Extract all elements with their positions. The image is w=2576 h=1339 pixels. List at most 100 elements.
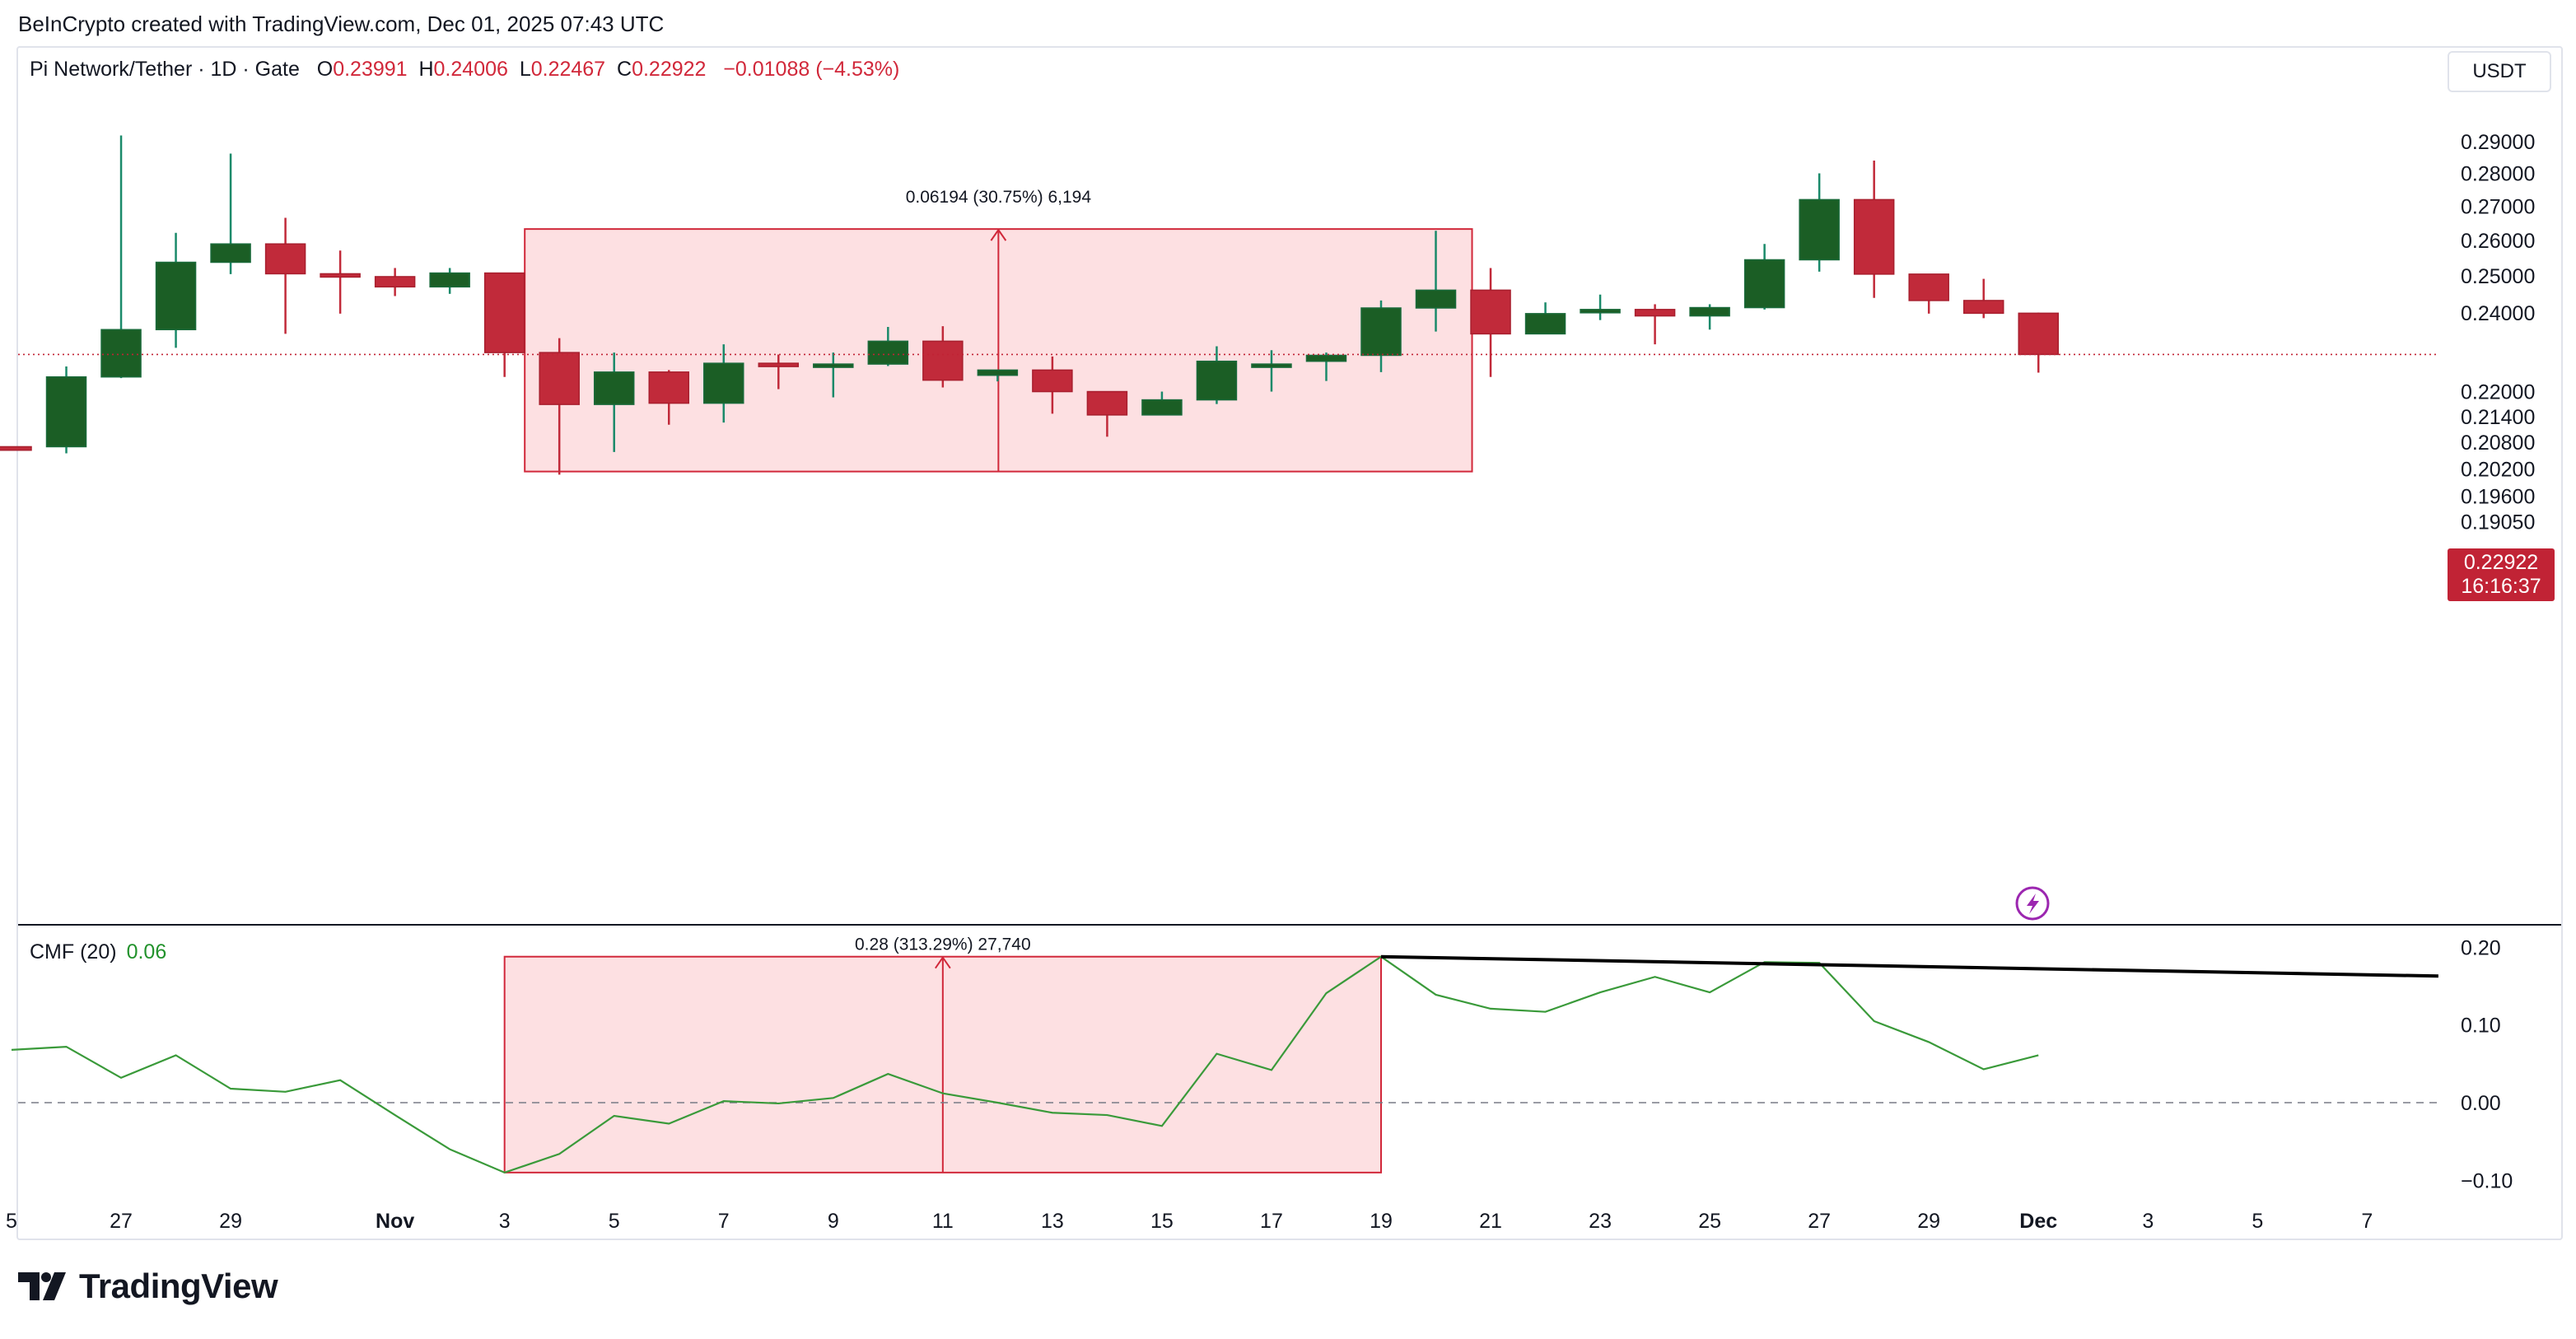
candle-body — [0, 446, 32, 451]
open-value: 0.23991 — [333, 58, 408, 81]
candle — [100, 135, 142, 379]
price-range-arrow-head — [990, 228, 1007, 241]
candle-body — [1580, 309, 1621, 314]
candle-body — [1962, 300, 2004, 315]
price-axis-tick-label: 0.19600 — [2461, 485, 2535, 508]
candle-body — [1251, 363, 1292, 368]
candle-body — [1470, 289, 1511, 335]
cmf-value: 0.06 — [126, 940, 167, 963]
candle-body — [1141, 399, 1183, 416]
candle — [1196, 346, 1238, 404]
candle — [1141, 391, 1183, 416]
price-axis-tick-label: 0.26000 — [2461, 230, 2535, 253]
candle-body — [539, 352, 580, 405]
currency-button[interactable]: USDT — [2448, 51, 2551, 92]
candle — [1524, 302, 1566, 335]
cmf-series-line — [11, 955, 2039, 1174]
candle-body — [483, 272, 525, 353]
candle — [429, 268, 470, 294]
price-axis-tick-label: 0.20200 — [2461, 458, 2535, 481]
candle — [1962, 278, 2004, 319]
candle — [813, 352, 854, 398]
candle — [0, 446, 32, 451]
open-label: O — [316, 58, 334, 81]
time-axis-tick-label: 27 — [1808, 1210, 1831, 1233]
candle-body — [867, 340, 909, 365]
candle — [374, 268, 416, 296]
price-axis-tick-label: 0.22000 — [2461, 381, 2535, 404]
candle — [1580, 294, 1621, 320]
candle — [264, 217, 306, 334]
candle-body — [1908, 273, 1949, 301]
cmf-range-label: 0.28 (313.29%) 27,740 — [855, 935, 1031, 954]
cmf-axis-tick-label: 0.00 — [2461, 1092, 2501, 1115]
time-axis-tick-label: 23 — [1589, 1210, 1612, 1233]
cmf-range-arrow-head — [935, 955, 951, 969]
candle-body — [977, 369, 1019, 376]
symbol-legend: Pi Network/Tether · 1D · Gate O0.23991 H… — [30, 58, 899, 82]
time-axis-tick-label: 29 — [1917, 1210, 1940, 1233]
candle — [1853, 160, 1895, 298]
symbol-title: Pi Network/Tether · 1D · Gate — [30, 58, 300, 81]
candle — [1305, 352, 1347, 381]
time-axis-tick-label: 27 — [110, 1210, 133, 1233]
candle — [1251, 350, 1292, 392]
candle-body — [758, 362, 800, 367]
candle-body — [1634, 309, 1676, 317]
price-axis-tick-label: 0.27000 — [2461, 196, 2535, 219]
low-value: 0.22467 — [530, 58, 606, 81]
time-axis-tick-label: 13 — [1041, 1210, 1064, 1233]
candle-body — [2018, 312, 2059, 356]
cmf-legend: CMF (20) 0.06 — [30, 940, 166, 964]
close-label: C — [617, 58, 632, 81]
time-axis-tick-label: 25 — [1698, 1210, 1721, 1233]
candle-body — [100, 329, 142, 378]
candle — [867, 327, 909, 366]
candle-body — [155, 261, 197, 331]
candle-body — [320, 273, 361, 278]
candle-body — [45, 376, 87, 448]
candle-body — [1799, 198, 1840, 261]
time-axis-tick-label: 7 — [2361, 1210, 2373, 1233]
candle — [1743, 244, 1785, 310]
bar-countdown-label: 16:16:37 — [2461, 575, 2541, 598]
header-caption: BeInCrypto created with TradingView.com,… — [18, 12, 665, 36]
price-axis-tick-label: 0.29000 — [2461, 131, 2535, 154]
candle — [539, 338, 580, 475]
time-axis-tick-label: 5 — [6, 1210, 17, 1233]
footer-logo[interactable]: TradingView — [18, 1267, 278, 1306]
time-axis-tick-label: 17 — [1260, 1210, 1283, 1233]
candle-body — [1305, 354, 1347, 362]
current-price-tag: 0.22922 16:16:37 — [2448, 548, 2555, 601]
candle-body — [1853, 198, 1895, 275]
cmf-axis-tick-label: 0.10 — [2461, 1015, 2501, 1038]
candle — [483, 272, 525, 377]
candle-body — [1524, 313, 1566, 335]
price-axis-tick-label: 0.25000 — [2461, 265, 2535, 288]
time-axis-tick-label: 9 — [828, 1210, 839, 1233]
close-value: 0.22922 — [632, 58, 707, 81]
candle-body — [593, 371, 635, 405]
lightning-glyph-icon — [2027, 893, 2039, 914]
candle — [1360, 300, 1402, 372]
price-range-label: 0.06194 (30.75%) 6,194 — [906, 188, 1092, 207]
time-axis-tick-label: 3 — [2142, 1210, 2154, 1233]
candle — [758, 354, 800, 390]
high-value: 0.24006 — [433, 58, 508, 81]
price-axis-tick-label: 0.28000 — [2461, 163, 2535, 186]
candle — [977, 369, 1019, 382]
candle — [1470, 268, 1511, 377]
candle-body — [210, 243, 251, 264]
candle — [648, 370, 689, 425]
candle — [320, 250, 361, 314]
candle — [703, 344, 744, 423]
candle-body — [1086, 390, 1128, 416]
cmf-axis-tick-label: −0.10 — [2461, 1169, 2513, 1192]
time-axis-tick-label: 11 — [932, 1210, 954, 1233]
candle-body — [922, 340, 964, 381]
change-value: −0.01088 (−4.53%) — [723, 58, 900, 81]
candle — [922, 326, 964, 388]
candle-body — [1032, 369, 1073, 393]
footer-brand: TradingView — [79, 1267, 278, 1305]
